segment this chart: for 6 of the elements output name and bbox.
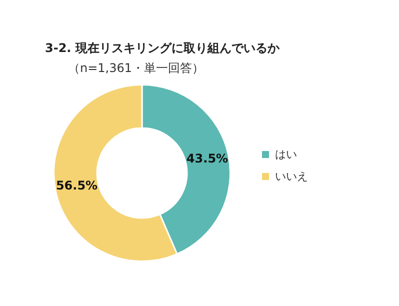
legend-label: はい xyxy=(275,146,297,162)
data-label: 56.5% xyxy=(56,178,98,193)
chart-title: 3-2. 現在リスキリングに取り組んでいるか xyxy=(45,40,280,57)
data-label: 43.5% xyxy=(186,152,228,166)
legend-label: いいえ xyxy=(275,168,308,184)
chart-subtitle: （n=1,361・単一回答） xyxy=(68,60,204,77)
